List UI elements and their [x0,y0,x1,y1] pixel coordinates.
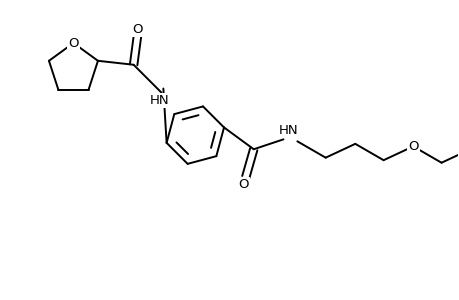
Text: O: O [132,22,143,36]
Text: HN: HN [278,124,297,137]
Text: O: O [238,178,249,191]
Text: O: O [68,37,78,50]
Text: HN: HN [149,94,169,107]
Text: O: O [407,140,418,153]
